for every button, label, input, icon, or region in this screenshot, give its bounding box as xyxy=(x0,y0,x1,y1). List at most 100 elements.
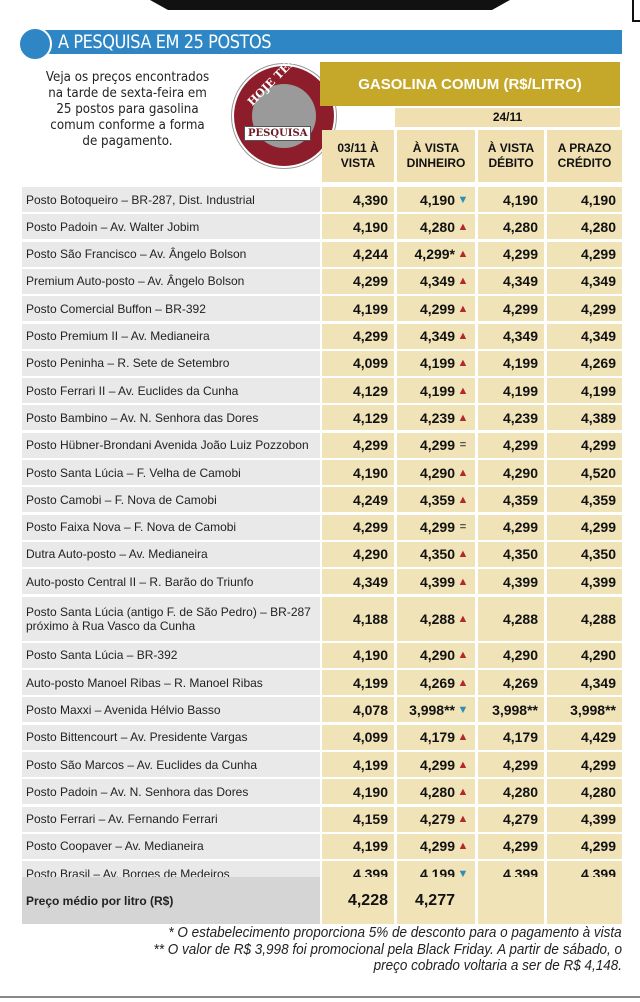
price-value: 4,299 xyxy=(419,437,455,454)
price-value: 4,299 xyxy=(502,756,538,773)
price-cell: 4,280 xyxy=(478,214,544,240)
price-cell: 4,239 xyxy=(478,405,544,431)
trend-up-icon: ▲ xyxy=(457,758,469,771)
price-value: 4,349 xyxy=(352,573,388,590)
footnote-1: * O estabelecimento proporciona 5% de de… xyxy=(168,924,622,941)
price-cell: 4,159 xyxy=(322,806,394,832)
badge-label: PESQUISA xyxy=(244,126,312,141)
price-value: 4,269 xyxy=(502,674,538,691)
price-cell: 4,199 ▲ xyxy=(397,350,475,376)
price-cell: 4,199 ▲ xyxy=(397,378,475,404)
price-cell: 4,349 xyxy=(547,268,622,294)
price-cell: 4,199 xyxy=(322,296,394,322)
price-cell: 4,399 xyxy=(478,569,544,595)
price-value: 4,099 xyxy=(352,355,388,372)
price-cell: 4,299 ▲ xyxy=(397,296,475,322)
price-cell: 4,359 xyxy=(478,487,544,513)
divider xyxy=(0,996,640,998)
price-value: 4,349 xyxy=(580,674,616,691)
price-value: 4,389 xyxy=(580,409,616,426)
price-cell: 4,288 ▲ xyxy=(397,596,475,641)
price-cell: 4,359 ▲ xyxy=(397,487,475,513)
trend-up-icon: ▲ xyxy=(457,357,469,370)
price-value: 4,299 xyxy=(352,437,388,454)
table-row: Posto Coopaver – Av. Medianeira 4,199 4,29… xyxy=(22,833,622,859)
section-title: A PESQUISA EM 25 POSTOS xyxy=(58,31,272,53)
station-name: Posto Bittencourt – Av. Presidente Varga… xyxy=(22,724,320,750)
price-value: 4,299 xyxy=(419,756,455,773)
station-name: Posto Santa Lúcia – F. Velha de Camobi xyxy=(22,460,320,485)
price-cell: 4,299 = xyxy=(397,514,475,540)
price-cell: 4,244 xyxy=(322,241,394,267)
station-name: Posto Comercial Buffon – BR-392 xyxy=(22,296,320,322)
table-row: Posto Santa Lúcia – F. Velha de Camobi 4,… xyxy=(22,460,622,485)
price-cell: 4,349 xyxy=(478,268,544,294)
table-row: Posto Hübner-Brondani Avenida João Luiz … xyxy=(22,432,622,458)
group-date-header: 24/11 xyxy=(395,108,620,127)
table-row: Posto Santa Lúcia – BR-392 4,190 4,290 ▲ 4,2… xyxy=(22,642,622,668)
price-cell: 4,179 xyxy=(478,724,544,750)
trend-up-icon: ▲ xyxy=(457,548,469,561)
price-value: 4,299 xyxy=(419,838,455,855)
station-name: Posto Faixa Nova – F. Nova de Camobi xyxy=(22,514,320,540)
trend-up-icon: ▲ xyxy=(457,384,469,397)
price-value: 4,190 xyxy=(352,218,388,235)
price-value: 4,188 xyxy=(352,610,388,627)
station-name-text: Premium Auto-posto – Av. Ângelo Bolson xyxy=(26,274,245,289)
price-cell: 4,099 xyxy=(322,350,394,376)
price-cell: 4,349 xyxy=(547,670,622,696)
price-value: 4,199 xyxy=(419,382,455,399)
trend-up-icon: ▲ xyxy=(457,275,469,288)
table-title: GASOLINA COMUM (R$/LITRO) xyxy=(320,62,620,106)
trend-down-icon: ▼ xyxy=(457,703,469,716)
price-cell: 4,290 xyxy=(322,541,394,567)
average-label: Preço médio por litro (R$) xyxy=(22,877,320,924)
trend-up-icon: ▲ xyxy=(457,302,469,315)
price-value: 4,349 xyxy=(419,328,455,344)
price-cell: 4,199 xyxy=(322,833,394,859)
price-value: 4,349 xyxy=(580,273,616,290)
station-name: Posto Santa Lúcia – BR-392 xyxy=(22,642,320,668)
table-row: Posto Premium II – Av. Medianeira 4,299 4,… xyxy=(22,323,622,349)
price-cell: 4,299 xyxy=(547,296,622,322)
price-cell: 4,299 xyxy=(478,514,544,540)
trend-up-icon: ▲ xyxy=(457,612,469,625)
station-name-text: Posto Faixa Nova – F. Nova de Camobi xyxy=(26,520,237,535)
price-value: 4,249 xyxy=(352,491,388,508)
price-value: 4,299 xyxy=(580,519,616,536)
price-cell: 4,299 = xyxy=(397,432,475,458)
price-cell: 4,299 xyxy=(478,432,544,458)
price-value: 3,998** xyxy=(570,701,616,718)
station-name-text: Posto Comercial Buffon – BR-392 xyxy=(26,301,206,316)
page-corner xyxy=(632,0,640,22)
station-name: Posto Botoqueiro – BR-287, Dist. Industr… xyxy=(22,187,320,212)
station-name-text: Posto Peninha – R. Sete de Setembro xyxy=(26,356,230,371)
price-cell: 4,399 ▲ xyxy=(397,569,475,595)
price-value: 4,199 xyxy=(352,300,388,317)
price-value: 4,129 xyxy=(352,382,388,399)
price-cell: 4,279 xyxy=(478,806,544,832)
station-name-text: Posto Camobi – F. Nova de Camobi xyxy=(26,492,217,507)
price-cell: 4,299 xyxy=(547,752,622,777)
price-cell: 4,349 xyxy=(478,323,544,349)
table-row: Posto Comercial Buffon – BR-392 4,199 4,29… xyxy=(22,296,622,322)
price-cell: 4,199 xyxy=(478,350,544,376)
price-value: 4,199 xyxy=(352,756,388,773)
price-value: 4,350 xyxy=(419,546,455,563)
price-cell: 4,349 ▲ xyxy=(397,268,475,294)
station-name: Posto São Marcos – Av. Euclides da Cunha xyxy=(22,752,320,777)
price-cell: 4,099 xyxy=(322,724,394,750)
price-cell: 3,998** xyxy=(547,697,622,723)
price-cell: 4,290 xyxy=(478,460,544,485)
station-name: Posto Santa Lúcia (antigo F. de São Pedr… xyxy=(22,596,320,641)
price-value: 4,299 xyxy=(502,300,538,317)
price-cell: 3,998** xyxy=(478,697,544,723)
price-cell: 4,190 xyxy=(478,187,544,212)
price-cell: 4,429 xyxy=(547,724,622,750)
trend-equal-icon: = xyxy=(459,439,467,452)
price-value: 4,280 xyxy=(580,218,616,235)
station-name-text: Posto Ferrari II – Av. Euclides da Cunha xyxy=(26,383,239,398)
price-value: 4,280 xyxy=(419,783,455,800)
footnote-2: ** O valor de R$ 3,998 foi promocional p… xyxy=(153,941,622,974)
price-cell: 4,399 xyxy=(547,569,622,595)
